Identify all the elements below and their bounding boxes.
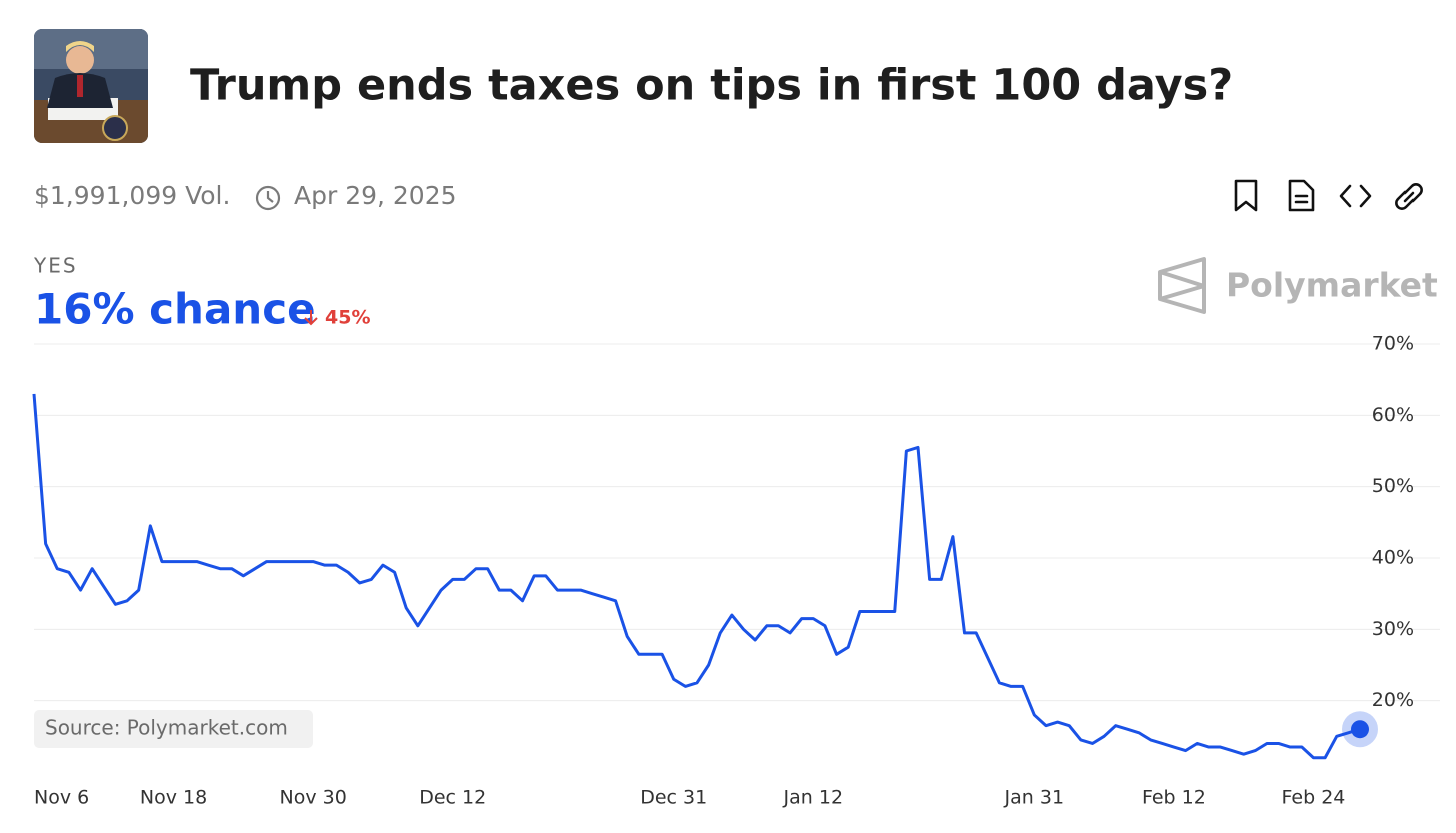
y-tick-label: 20% — [1372, 689, 1414, 711]
plot: 20% 30% 40% 50% 60% 70% Nov 6 Nov 18 Nov 30 Dec 1… — [32, 333, 1440, 809]
x-tick-label: Feb 24 — [1282, 787, 1346, 809]
x-tick-label: Feb 12 — [1142, 787, 1206, 809]
embed-button[interactable] — [1339, 184, 1372, 208]
polymarket-logo — [1158, 257, 1206, 314]
watermark: Polymarket — [1226, 266, 1438, 305]
y-tick-label: 60% — [1372, 404, 1414, 426]
end-point — [1351, 720, 1369, 739]
y-tick-label: 50% — [1372, 475, 1414, 497]
down-arrow — [304, 310, 318, 326]
end-date: Apr 29, 2025 — [294, 181, 457, 210]
chance: 16% chance — [34, 285, 316, 334]
x-tick-label: Dec 12 — [419, 787, 486, 809]
source: Source: Polymarket.com — [45, 716, 288, 740]
x-tick-label: Jan 12 — [783, 787, 844, 809]
price-line — [32, 393, 1361, 760]
outcome-label: YES — [33, 254, 78, 278]
x-tick-label: Jan 31 — [1004, 787, 1065, 809]
x-tick-label: Nov 30 — [280, 787, 347, 809]
link-button[interactable] — [1395, 183, 1423, 210]
title: Trump ends taxes on tips in first 100 da… — [190, 61, 1233, 111]
volume: $1,991,099 Vol. — [34, 181, 230, 210]
bookmark-button[interactable] — [1234, 179, 1258, 212]
clock-icon — [255, 185, 281, 211]
x-tick-label: Dec 31 — [640, 787, 707, 809]
y-tick-label: 70% — [1372, 333, 1414, 355]
x-tick-label: Nov 18 — [140, 787, 207, 809]
document-button[interactable] — [1288, 179, 1315, 212]
source-box — [34, 710, 313, 748]
x-tick-label: Nov 6 — [34, 787, 89, 809]
change: 45% — [325, 307, 370, 329]
y-tick-label: 30% — [1372, 618, 1414, 640]
market-image — [34, 29, 148, 143]
y-tick-label: 40% — [1372, 547, 1414, 569]
